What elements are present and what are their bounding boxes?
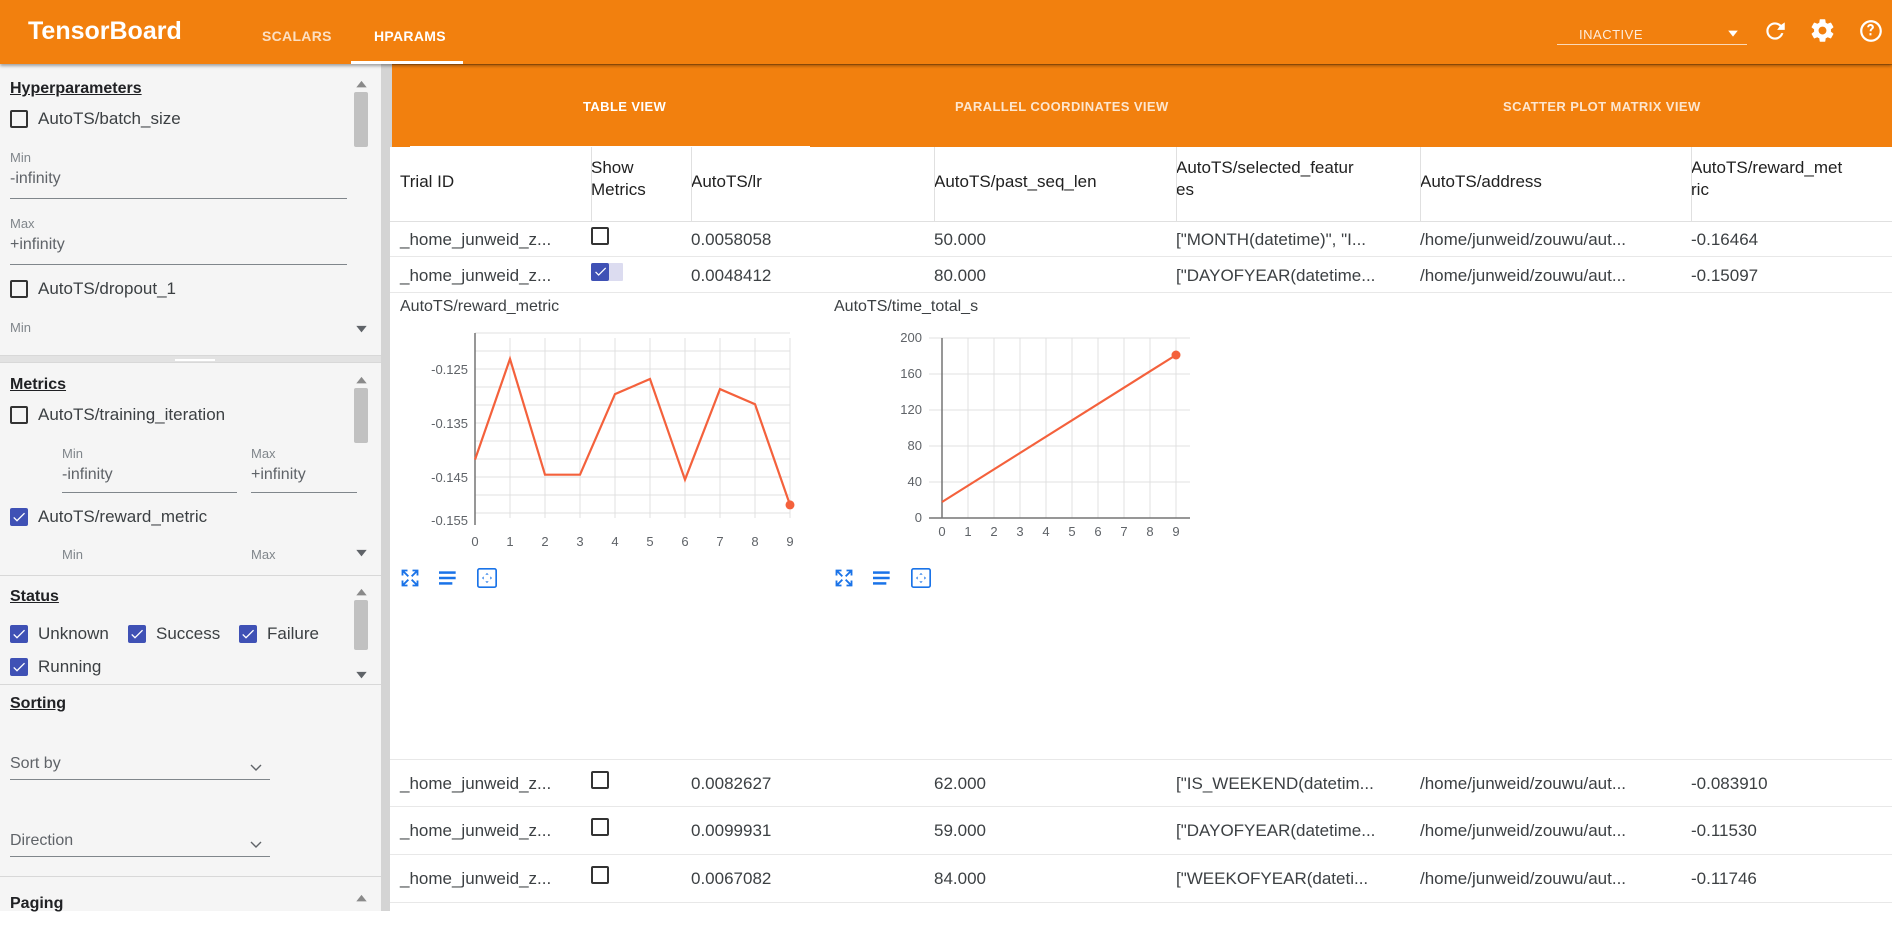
svg-text:4: 4 [1042,524,1049,539]
svg-text:-0.135: -0.135 [431,416,468,431]
svg-text:9: 9 [786,534,793,549]
svg-text:2: 2 [541,534,548,549]
svg-text:1: 1 [506,534,513,549]
svg-text:5: 5 [1068,524,1075,539]
svg-text:0: 0 [915,510,922,525]
svg-text:8: 8 [1146,524,1153,539]
svg-text:9: 9 [1172,524,1179,539]
svg-text:3: 3 [576,534,583,549]
svg-text:2: 2 [990,524,997,539]
svg-text:5: 5 [646,534,653,549]
svg-text:40: 40 [908,474,922,489]
svg-text:6: 6 [1094,524,1101,539]
svg-text:-0.145: -0.145 [431,470,468,485]
svg-text:-0.155: -0.155 [431,513,468,528]
svg-text:0: 0 [471,534,478,549]
svg-text:200: 200 [900,330,922,345]
svg-text:160: 160 [900,366,922,381]
svg-text:6: 6 [681,534,688,549]
svg-text:7: 7 [716,534,723,549]
svg-text:120: 120 [900,402,922,417]
svg-text:4: 4 [611,534,618,549]
svg-text:8: 8 [751,534,758,549]
svg-text:0: 0 [938,524,945,539]
svg-text:1: 1 [964,524,971,539]
svg-text:-0.125: -0.125 [431,362,468,377]
svg-text:7: 7 [1120,524,1127,539]
svg-text:80: 80 [908,438,922,453]
svg-text:3: 3 [1016,524,1023,539]
